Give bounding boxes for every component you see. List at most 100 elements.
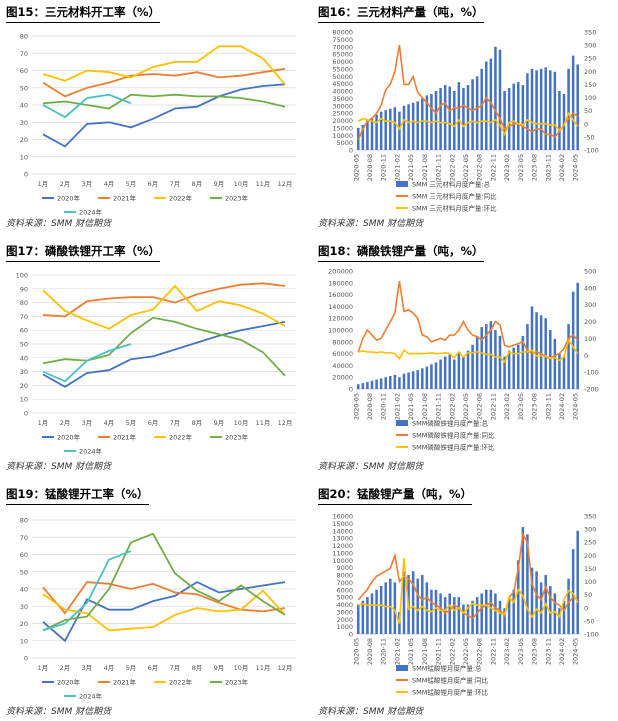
y-right-tick-label: -50 <box>584 617 595 625</box>
x-tick-label: 2021-11 <box>435 393 443 420</box>
y-left-tick-label: 0 <box>349 147 353 155</box>
legend-label: SMM 三元材料月度产量:总 <box>412 180 491 189</box>
panel-chart-18: 图18：磷酸铁锂产量（吨，%） 0 20000 40000 60000 80000 100… <box>318 243 614 472</box>
chart-title: 图18：磷酸铁锂产量（吨，%） <box>318 243 484 262</box>
y-left-tick-label: 10000 <box>332 132 353 140</box>
x-tick-label: 2021-02 <box>393 393 401 420</box>
bar <box>453 597 456 634</box>
x-tick-label: 2021-05 <box>407 154 415 181</box>
y-tick-label: 70 <box>20 50 28 58</box>
x-tick-label: 2020-11 <box>380 393 388 420</box>
x-tick-label: 2022-11 <box>489 638 497 665</box>
bar <box>421 575 424 634</box>
series-line <box>42 550 132 632</box>
x-tick-label: 2月 <box>60 664 71 672</box>
x-tick-label: 1月 <box>38 664 49 672</box>
y-left-tick-label: 0 <box>349 386 353 394</box>
y-left-tick-label: 55000 <box>332 65 353 73</box>
x-tick-label: 9月 <box>214 664 225 672</box>
bar <box>357 384 360 389</box>
bar <box>370 380 374 389</box>
x-tick-label: 11月 <box>256 419 271 427</box>
y-right-tick-label: 350 <box>584 513 596 521</box>
y-tick-label: 0 <box>24 171 28 179</box>
y-right-tick-label: 50 <box>584 591 592 599</box>
y-right-tick-label: 0 <box>584 120 588 128</box>
x-tick-label: 2021-11 <box>435 638 443 665</box>
y-right-tick-label: -100 <box>584 631 599 639</box>
y-right-tick-label: 500 <box>584 268 596 276</box>
bar <box>517 560 520 634</box>
y-tick-label: 60 <box>20 67 28 75</box>
bar <box>521 335 525 389</box>
bar <box>558 91 561 150</box>
bar <box>448 354 451 389</box>
legend-label: SMM锰酸锂月度产量:总 <box>412 664 482 673</box>
x-tick-label: 7月 <box>170 180 181 188</box>
x-tick-label: 2023-11 <box>544 393 552 420</box>
y-left-tick-label: 30000 <box>332 102 353 110</box>
y-left-tick-label: 40000 <box>332 88 353 96</box>
legend-label: 2020年 <box>57 194 81 203</box>
y-left-tick-label: 7000 <box>336 579 353 587</box>
x-tick-label: 2021-05 <box>407 393 415 420</box>
y-left-tick-label: 140000 <box>328 303 353 311</box>
x-tick-label: 5月 <box>126 419 137 427</box>
y-left-tick-label: 35000 <box>332 95 353 103</box>
bar <box>366 597 369 634</box>
y-left-tick-label: 5000 <box>336 594 353 602</box>
x-tick-label: 2024-02 <box>558 638 566 665</box>
x-tick-label: 2020-05 <box>352 154 360 181</box>
bar <box>402 105 406 150</box>
bar <box>503 356 506 389</box>
bar <box>576 530 579 634</box>
x-tick-label: 2020-08 <box>366 154 374 181</box>
y-left-tick-label: 75000 <box>332 36 353 44</box>
bar <box>530 306 534 389</box>
series-line <box>358 557 579 624</box>
chart-title: 图16：三元材料产量（吨，%） <box>318 4 484 23</box>
x-tick-label: 2023-05 <box>517 393 525 420</box>
x-tick-label: 2023-08 <box>531 638 539 665</box>
bar <box>416 101 419 150</box>
bar <box>370 117 374 150</box>
legend-label: 2020年 <box>57 433 81 442</box>
y-tick-label: 70 <box>20 534 28 542</box>
x-tick-label: 2021-08 <box>421 154 429 181</box>
bar <box>480 68 483 150</box>
x-tick-label: 9月 <box>214 180 225 188</box>
y-right-tick-label: 300 <box>584 526 596 534</box>
bar <box>402 571 406 634</box>
bar <box>526 324 529 389</box>
x-tick-label: 3月 <box>82 180 93 188</box>
y-left-tick-label: 10000 <box>332 557 353 565</box>
bar <box>457 352 461 389</box>
legend-label: SMM 三元材料月度产量:环比 <box>412 204 497 213</box>
x-tick-label: 2023-02 <box>503 638 511 665</box>
x-tick-label: 2023-08 <box>531 154 539 181</box>
y-tick-label: 80 <box>20 33 28 41</box>
y-right-tick-label: 100 <box>584 335 596 343</box>
bar <box>571 291 575 389</box>
chart-17-svg: 0 10 20 30 40 50 60 70 80 90 100 1月 2月 3月 4月 5月 6月 7月 8月 9月… <box>16 272 296 456</box>
y-tick-label: 70 <box>20 313 28 321</box>
legend-label: 2024年 <box>79 447 103 456</box>
bar <box>507 88 511 150</box>
chart-title: 图19：锰酸锂开工率（%） <box>6 486 149 505</box>
bar <box>562 356 566 389</box>
y-right-tick-label: 300 <box>584 42 596 50</box>
y-tick-label: 10 <box>20 153 28 161</box>
x-tick-label: 2024-05 <box>572 154 580 181</box>
bar <box>393 582 397 634</box>
x-tick-label: 5月 <box>126 664 137 672</box>
chart-source: 资料来源：SMM 财信期货 <box>318 462 424 472</box>
y-tick-label: 20 <box>20 382 28 390</box>
bar <box>453 359 456 389</box>
bar <box>366 381 369 389</box>
y-left-tick-label: 60000 <box>332 58 353 66</box>
series-line <box>42 343 132 383</box>
chart-source: 资料来源：SMM 财信期货 <box>6 462 112 472</box>
y-tick-label: 80 <box>20 299 28 307</box>
bar <box>503 608 506 634</box>
bar <box>443 356 447 389</box>
